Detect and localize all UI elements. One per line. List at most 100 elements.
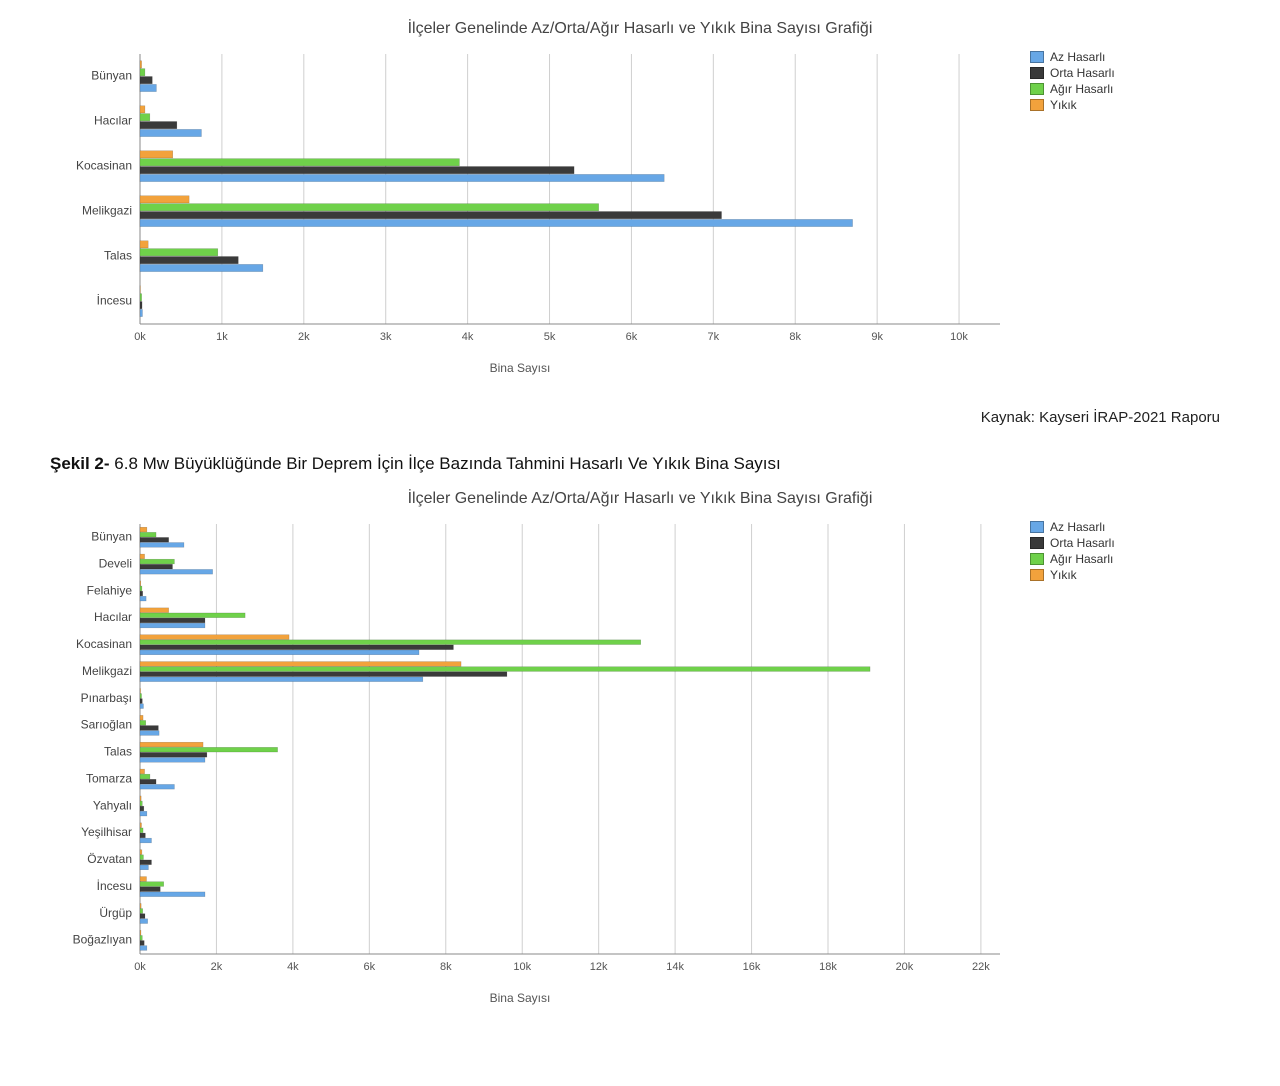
bar[interactable] <box>140 699 142 704</box>
bar[interactable] <box>140 129 201 136</box>
bar[interactable] <box>140 591 143 596</box>
bar[interactable] <box>140 543 184 548</box>
bar[interactable] <box>140 828 143 833</box>
bar[interactable] <box>140 720 146 725</box>
legend-item[interactable]: Yıkık <box>1030 568 1115 582</box>
bar[interactable] <box>140 796 141 801</box>
bar[interactable] <box>140 731 159 736</box>
bar[interactable] <box>140 806 144 811</box>
bar[interactable] <box>140 167 574 174</box>
legend-item[interactable]: Ağır Hasarlı <box>1030 552 1115 566</box>
category-label: Yahyalı <box>93 798 132 812</box>
bar[interactable] <box>140 212 722 219</box>
bar[interactable] <box>140 84 156 91</box>
bar[interactable] <box>140 586 142 591</box>
bar[interactable] <box>140 196 189 203</box>
bar[interactable] <box>140 635 289 640</box>
bar[interactable] <box>140 581 141 586</box>
bar[interactable] <box>140 774 150 779</box>
bar[interactable] <box>140 672 507 677</box>
bar[interactable] <box>140 662 461 667</box>
bar[interactable] <box>140 865 148 870</box>
bar[interactable] <box>140 69 145 76</box>
bar[interactable] <box>140 77 152 84</box>
bar[interactable] <box>140 726 158 731</box>
bar[interactable] <box>140 704 143 709</box>
bar[interactable] <box>140 677 423 682</box>
bar[interactable] <box>140 613 245 618</box>
bar[interactable] <box>140 747 278 752</box>
bar[interactable] <box>140 640 641 645</box>
bar[interactable] <box>140 241 148 248</box>
chart-1-svg: 0k1k2k3k4k5k6k7k8k9k10kBünyanHacılarKoca… <box>20 44 1020 354</box>
svg-text:6k: 6k <box>626 331 638 343</box>
bar[interactable] <box>140 249 218 256</box>
bar[interactable] <box>140 935 142 940</box>
bar[interactable] <box>140 596 146 601</box>
bar[interactable] <box>140 919 148 924</box>
bar[interactable] <box>140 694 142 699</box>
bar[interactable] <box>140 257 238 264</box>
bar[interactable] <box>140 159 459 166</box>
bar[interactable] <box>140 294 142 301</box>
bar[interactable] <box>140 758 205 763</box>
bar[interactable] <box>140 752 207 757</box>
bar[interactable] <box>140 801 142 806</box>
legend-item[interactable]: Orta Hasarlı <box>1030 66 1115 80</box>
bar[interactable] <box>140 151 173 158</box>
bar[interactable] <box>140 554 145 559</box>
bar[interactable] <box>140 946 147 951</box>
bar[interactable] <box>140 532 156 537</box>
bar[interactable] <box>140 219 853 226</box>
bar[interactable] <box>140 569 213 574</box>
legend-item[interactable]: Orta Hasarlı <box>1030 536 1115 550</box>
bar[interactable] <box>140 784 174 789</box>
bar[interactable] <box>140 855 143 860</box>
bar[interactable] <box>140 688 141 693</box>
bar[interactable] <box>140 204 599 211</box>
bar[interactable] <box>140 61 142 68</box>
bar[interactable] <box>140 877 146 882</box>
svg-text:16k: 16k <box>743 961 761 973</box>
bar[interactable] <box>140 114 150 121</box>
bar[interactable] <box>140 618 205 623</box>
bar[interactable] <box>140 903 141 908</box>
bar[interactable] <box>140 264 263 271</box>
bar[interactable] <box>140 608 169 613</box>
bar[interactable] <box>140 122 177 129</box>
legend-item[interactable]: Az Hasarlı <box>1030 50 1115 64</box>
bar[interactable] <box>140 892 205 897</box>
bar[interactable] <box>140 882 164 887</box>
bar[interactable] <box>140 742 203 747</box>
bar[interactable] <box>140 527 147 532</box>
bar[interactable] <box>140 779 156 784</box>
legend-item[interactable]: Az Hasarlı <box>1030 520 1115 534</box>
bar[interactable] <box>140 623 205 628</box>
bar[interactable] <box>140 860 151 865</box>
bar[interactable] <box>140 833 145 838</box>
bar[interactable] <box>140 667 870 672</box>
bar[interactable] <box>140 941 144 946</box>
bar[interactable] <box>140 564 172 569</box>
bar[interactable] <box>140 823 142 828</box>
bar[interactable] <box>140 302 142 309</box>
bar[interactable] <box>140 106 145 113</box>
bar[interactable] <box>140 887 160 892</box>
bar[interactable] <box>140 850 142 855</box>
bar[interactable] <box>140 645 453 650</box>
bar[interactable] <box>140 715 143 720</box>
bar[interactable] <box>140 769 145 774</box>
bar[interactable] <box>140 838 151 843</box>
bar[interactable] <box>140 930 141 935</box>
legend-item[interactable]: Yıkık <box>1030 98 1115 112</box>
bar[interactable] <box>140 174 664 181</box>
legend-item[interactable]: Ağır Hasarlı <box>1030 82 1115 96</box>
bar[interactable] <box>140 650 419 655</box>
bar[interactable] <box>140 537 169 542</box>
bar[interactable] <box>140 309 142 316</box>
bar[interactable] <box>140 559 174 564</box>
bar[interactable] <box>140 914 145 919</box>
category-label: Pınarbaşı <box>81 691 132 705</box>
bar[interactable] <box>140 811 147 816</box>
bar[interactable] <box>140 909 143 914</box>
